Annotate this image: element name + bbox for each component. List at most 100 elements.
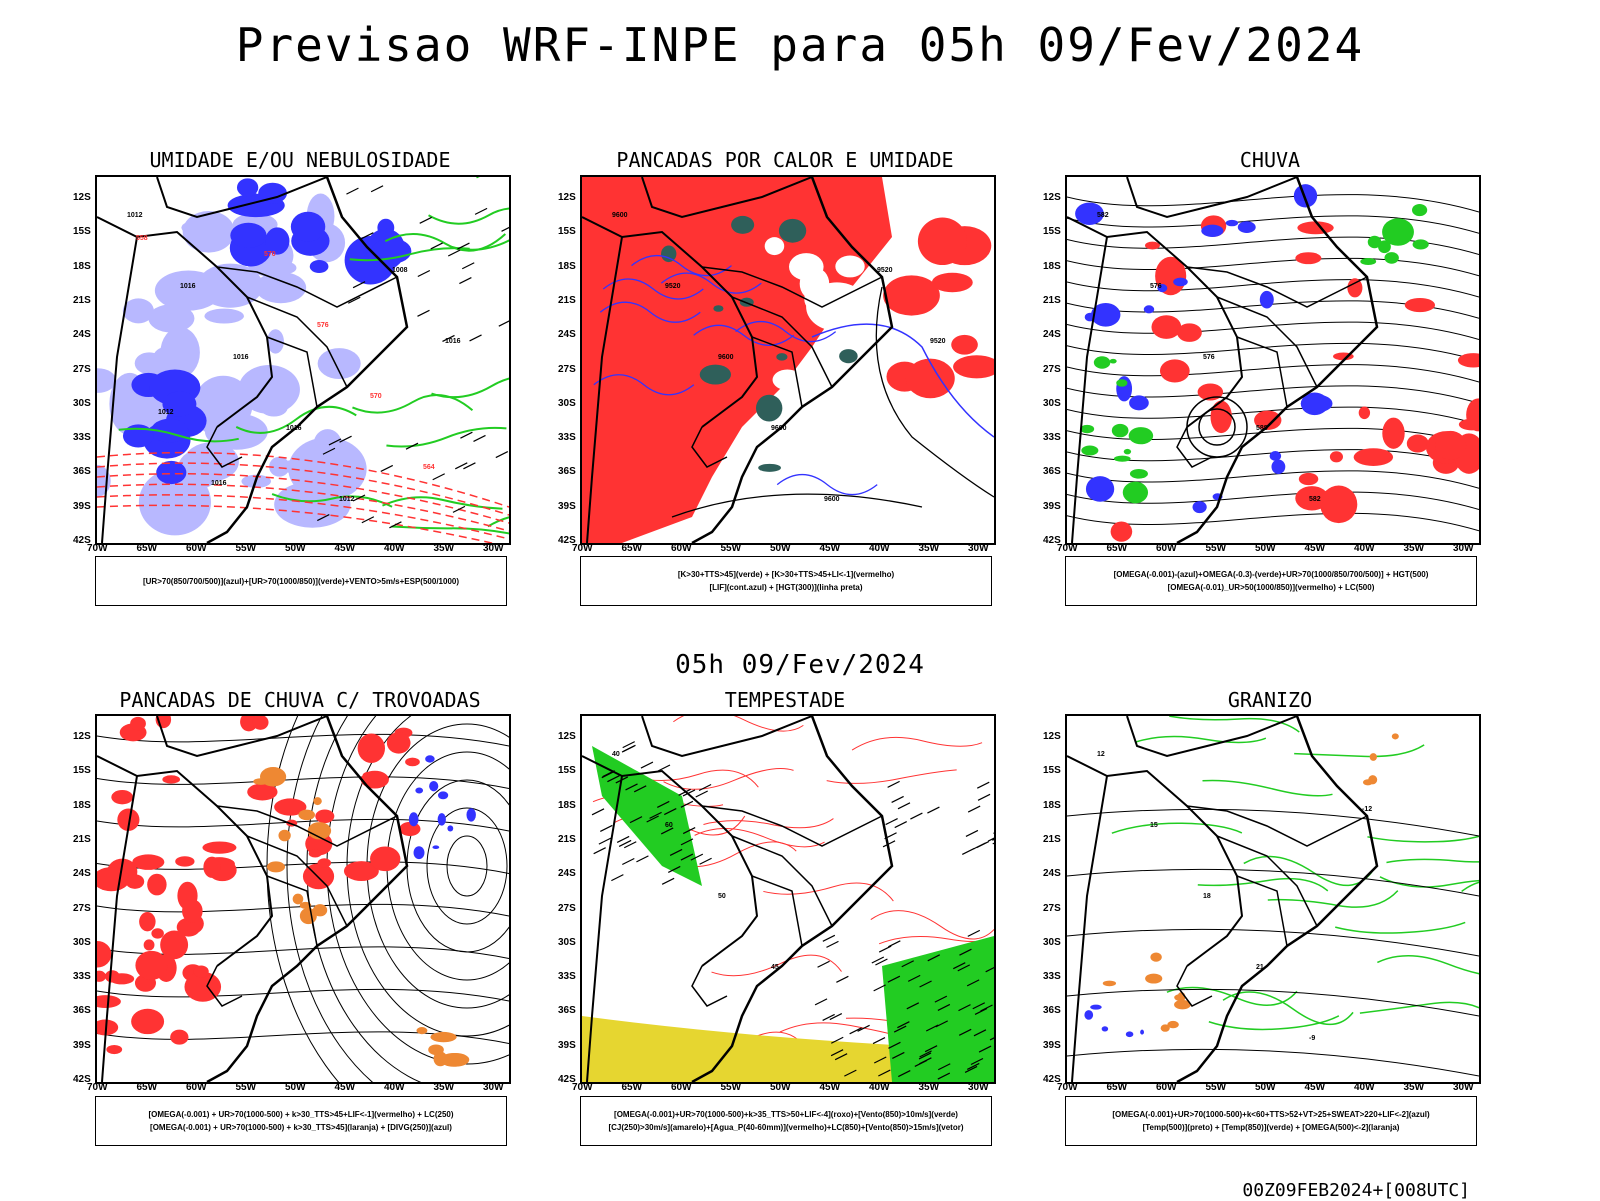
omega-strong-area [1132, 428, 1145, 441]
wind-vector [919, 1050, 932, 1058]
wind-vector [872, 1036, 886, 1045]
contour-label: 576 [1150, 283, 1162, 290]
divergence-area [425, 755, 435, 763]
lat-tick-label: 33S [73, 971, 91, 983]
temp-500-contour [1067, 928, 1479, 957]
instability-area [953, 355, 994, 379]
omega-area [1075, 202, 1104, 225]
contour-label: 1016 [286, 425, 302, 432]
hail-area [1101, 1026, 1109, 1032]
lat-tick-label: 42S [73, 535, 91, 546]
lat-tick-label: 21S [558, 833, 576, 845]
wind-vector [640, 761, 654, 769]
wind-vector [976, 841, 990, 849]
wind-vector [616, 835, 630, 843]
humidity-area [236, 178, 259, 197]
state-border [246, 835, 348, 927]
uruguay-border [206, 426, 243, 468]
wind-vector [618, 839, 632, 847]
wind-vector [989, 1037, 994, 1041]
omega-500-area [1391, 733, 1399, 740]
cyclone-contour [1198, 408, 1236, 446]
storm-area-orange [266, 861, 286, 873]
andes-border [1071, 236, 1108, 543]
coastline [691, 716, 894, 1082]
panel-title: PANCADAS DE CHUVA C/ TROVOADAS [119, 688, 481, 712]
lat-tick-label: 30S [73, 936, 91, 948]
lat-tick-label: 27S [1043, 363, 1061, 375]
precipitable-water-contour [673, 716, 804, 732]
state-border [701, 805, 883, 847]
wind-vector [452, 505, 466, 513]
lon-tick-label: 55W [1205, 1082, 1227, 1093]
lon-tick-label: 35W [1403, 1082, 1425, 1093]
lon-tick-label: 40W [384, 1082, 405, 1093]
lon-tick-label: 45W [819, 543, 841, 554]
wind-vector [958, 1028, 972, 1036]
wind-vector [657, 764, 671, 772]
contour-label: 1016 [180, 283, 196, 290]
contour-label: 576 [1203, 354, 1215, 361]
lon-tick-label: 35W [918, 543, 940, 554]
wind-vector [623, 841, 637, 849]
clear-area [835, 255, 865, 278]
temp-850-contour [1197, 878, 1329, 892]
lon-tick-label: 55W [235, 543, 257, 554]
lat-tick-label: 42S [1043, 1074, 1061, 1085]
contour-label: 21 [1256, 964, 1264, 971]
wind-vector [405, 442, 419, 450]
uruguay-border [1176, 426, 1213, 468]
contour-label: 9600 [824, 496, 840, 503]
lon-tick-label: 35W [918, 1082, 940, 1093]
wind-vector [814, 998, 828, 1006]
wind-vector [937, 1003, 951, 1011]
storm-area-orange [313, 797, 322, 806]
clear-area [826, 288, 886, 312]
lon-tick-label: 50W [770, 543, 791, 554]
storm-area [176, 917, 201, 937]
omega-strong-area [1412, 204, 1428, 217]
wind-vector [339, 435, 352, 443]
lon-tick-label: 50W [1255, 543, 1276, 554]
andes-border [101, 775, 138, 1082]
precipitable-water-contour [826, 769, 957, 784]
wind-vector [888, 940, 901, 948]
country-border [582, 216, 759, 428]
coastline [1176, 716, 1379, 1082]
temp-500-contour [1067, 988, 1479, 1017]
wind-vector [501, 226, 509, 232]
lon-tick-label: 60W [1156, 1082, 1177, 1093]
lat-tick-label: 18S [558, 260, 576, 272]
streamline [1067, 215, 1479, 234]
lif-contour [602, 278, 704, 300]
convection-area [755, 394, 783, 422]
legend-line: [OMEGA(-0.01)_UR>50(1000/850)](vermelho)… [1167, 583, 1375, 592]
humidity-contour [450, 239, 509, 251]
lat-tick-label: 15S [73, 765, 91, 777]
storm-area [274, 798, 307, 816]
streamline [1067, 321, 1479, 340]
map-plot: 12 15 18 21 -9 -12 [1065, 714, 1481, 1084]
storm-area [143, 939, 155, 951]
wind-vector [657, 800, 670, 808]
lat-tick-label: 39S [73, 1039, 91, 1051]
humidity-area [290, 211, 326, 242]
lon-tick-label: 70W [572, 543, 593, 554]
lon-tick-label: 50W [1255, 1082, 1276, 1093]
temp-850-contour [1222, 991, 1354, 1026]
streamline [97, 776, 509, 789]
thickness-contour [97, 504, 495, 543]
wind-vector [601, 771, 615, 779]
contour-label: 9600 [718, 354, 734, 361]
humidity-area [97, 368, 117, 393]
precipitable-water-contour [711, 954, 842, 977]
andes-border [586, 775, 623, 1082]
hail-area [1084, 1010, 1094, 1020]
temp-500-contour [1067, 1048, 1479, 1077]
contour-label: 9600 [771, 425, 787, 432]
temp-850-contour [1367, 835, 1479, 843]
omega-500-area [1102, 980, 1117, 987]
storm-area [170, 1029, 189, 1045]
precipitable-water-contour [663, 768, 794, 790]
wind-vector [830, 1049, 844, 1057]
